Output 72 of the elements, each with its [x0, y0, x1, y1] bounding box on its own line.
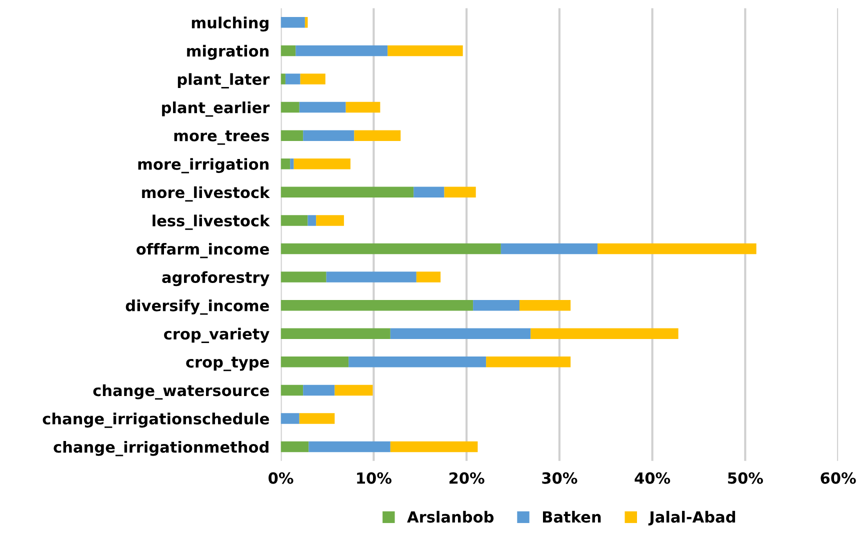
bar	[530, 328, 678, 339]
bar	[285, 74, 300, 84]
bar	[500, 243, 598, 254]
y-tick-label: offfarm_income	[136, 242, 269, 258]
bar	[280, 130, 304, 141]
bar	[348, 356, 486, 368]
bar	[326, 272, 416, 282]
bar	[280, 158, 290, 170]
bar	[308, 441, 390, 452]
bar	[280, 272, 326, 282]
y-tick-label: change_irrigationschedule	[42, 412, 269, 428]
y-tick-label: agroforestry	[162, 271, 270, 286]
bar	[414, 186, 444, 198]
bar	[346, 102, 380, 113]
bar	[598, 243, 756, 254]
legend-label: Jalal-Abad	[648, 510, 736, 526]
bar	[294, 158, 350, 170]
bar	[280, 186, 414, 198]
y-tick-label: more_irrigation	[138, 158, 268, 174]
bar	[473, 300, 520, 311]
bar	[308, 215, 316, 226]
bar	[388, 45, 463, 56]
x-tick-label: 40%	[634, 472, 670, 484]
bar	[520, 300, 571, 311]
y-tick-label: change_irrigationmethod	[54, 440, 268, 456]
bar	[280, 74, 286, 84]
bar	[280, 215, 308, 226]
y-tick-label: plant_later	[178, 73, 270, 88]
x-tick-label: 20%	[449, 472, 484, 484]
bar	[416, 272, 441, 282]
bar	[280, 243, 501, 254]
y-tick-label: migration	[187, 44, 268, 60]
legend-label: Batken	[542, 510, 601, 523]
bar	[390, 441, 478, 452]
x-tick-label: 60%	[820, 472, 856, 484]
y-tick-label: more_trees	[174, 130, 269, 145]
bar	[290, 158, 294, 170]
y-tick-label: less_livestock	[152, 214, 270, 230]
bar	[280, 45, 296, 56]
y-tick-label: plant_earlier	[162, 101, 270, 117]
bar	[300, 74, 326, 84]
bar	[280, 441, 309, 452]
legend-label: Arslanbob	[407, 510, 494, 523]
bar	[280, 17, 305, 28]
bar	[390, 328, 531, 339]
bar	[280, 300, 474, 311]
bar	[334, 384, 373, 396]
bar	[296, 45, 388, 56]
bar	[304, 17, 308, 28]
x-tick-label: 0%	[268, 472, 294, 484]
y-tick-label: more_livestock	[142, 186, 270, 202]
bar	[280, 328, 390, 339]
bar	[280, 102, 300, 113]
bar	[444, 186, 476, 198]
bar	[354, 130, 401, 141]
bar	[316, 215, 344, 226]
bar	[303, 384, 335, 396]
bar	[280, 413, 300, 424]
y-tick-label: diversify_income	[126, 300, 269, 315]
bar	[280, 384, 304, 396]
y-tick-label: crop_type	[186, 356, 269, 372]
bar	[299, 102, 346, 113]
y-tick-label: mulching	[192, 16, 268, 32]
y-tick-label: crop_variety	[164, 328, 270, 344]
bar	[299, 413, 335, 424]
y-tick-label: change_watersource	[93, 384, 269, 400]
bar	[280, 356, 349, 368]
x-tick-label: 50%	[728, 472, 763, 484]
x-tick-label: 10%	[357, 472, 392, 484]
bar	[486, 356, 571, 368]
x-tick-label: 30%	[542, 472, 578, 484]
bar	[303, 130, 354, 141]
